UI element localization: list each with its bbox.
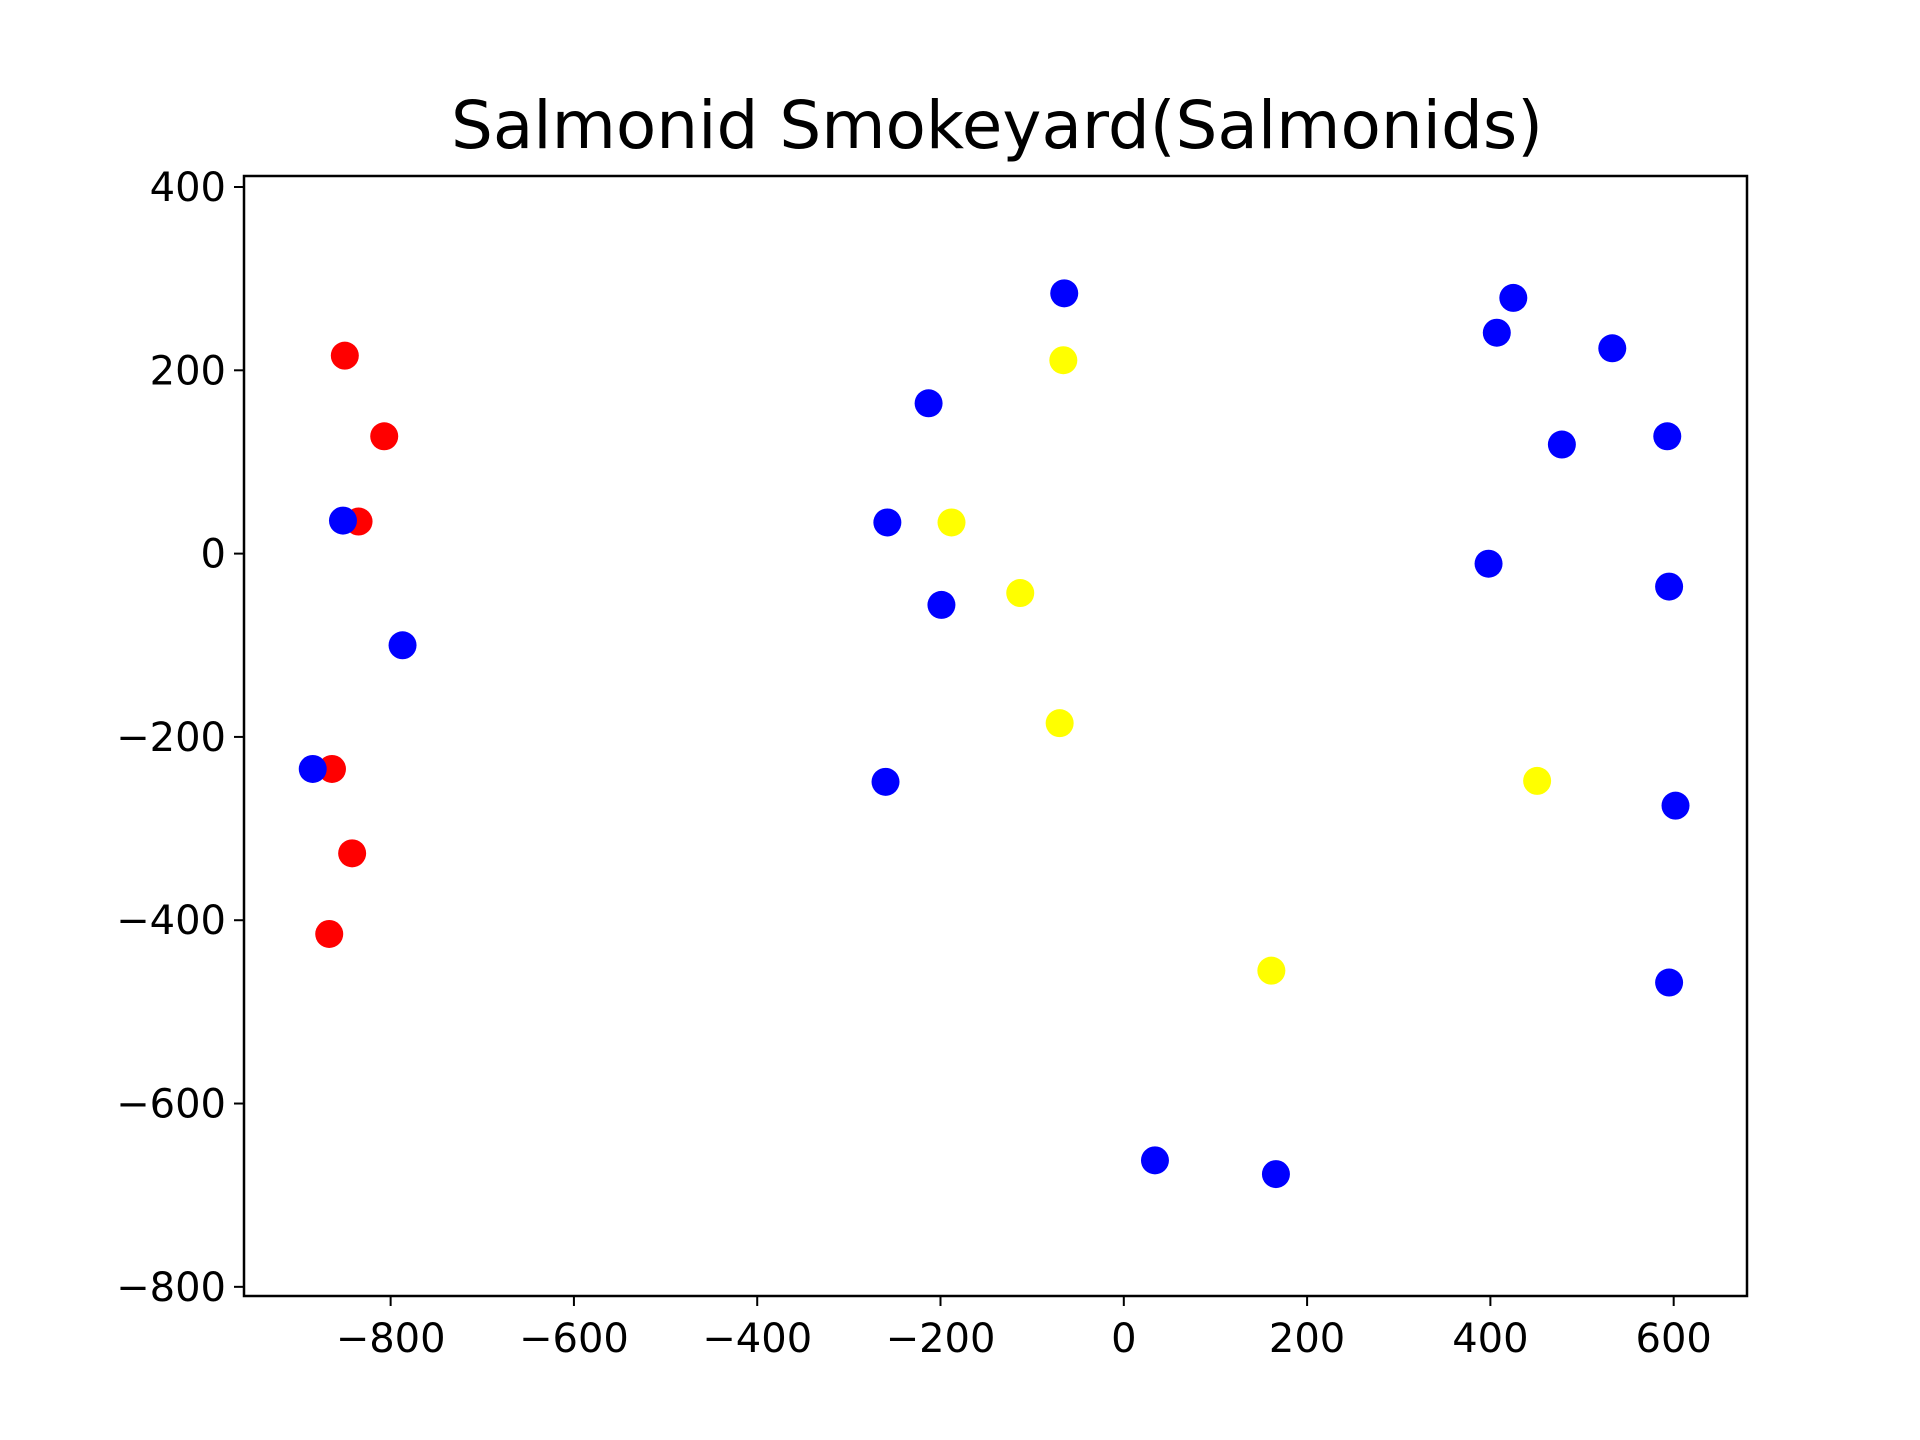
scatter-point — [1140, 1146, 1169, 1175]
y-tick-label: 400 — [150, 165, 226, 211]
x-tick-label: −200 — [886, 1316, 996, 1362]
scatter-point — [1261, 1160, 1290, 1189]
scatter-point — [1653, 422, 1682, 451]
y-tick-label: −400 — [116, 898, 226, 944]
scatter-point — [873, 508, 902, 537]
scatter-point — [1598, 334, 1627, 363]
x-tick-label: −800 — [336, 1316, 446, 1362]
scatter-point — [1661, 791, 1690, 820]
y-tick-label: 200 — [150, 348, 226, 394]
scatter-point — [370, 422, 399, 451]
data-points — [298, 279, 1690, 1189]
scatter-point — [1482, 318, 1511, 347]
scatter-point — [1499, 283, 1528, 312]
scatter-point — [1050, 279, 1079, 308]
scatter-point — [1257, 956, 1286, 985]
scatter-point — [315, 919, 344, 948]
x-tick-label: −600 — [519, 1316, 629, 1362]
y-tick-label: −600 — [116, 1082, 226, 1128]
scatter-point — [871, 767, 900, 796]
scatter-point — [338, 839, 367, 868]
scatter-point — [1547, 430, 1576, 459]
y-tick-label: −800 — [116, 1265, 226, 1311]
scatter-point — [1655, 572, 1684, 601]
y-axis: 400 200 0 −200 −400 −600 −800 — [116, 165, 244, 1311]
chart-title: Salmonid Smokeyard(Salmonids) — [451, 87, 1543, 164]
scatter-point — [1655, 968, 1684, 997]
scatter-point — [1006, 579, 1035, 608]
scatter-point — [317, 754, 346, 783]
scatter-point — [937, 508, 966, 537]
scatter-point — [927, 590, 956, 619]
scatter-point — [914, 389, 943, 418]
scatter-point — [1523, 766, 1552, 795]
y-tick-label: 0 — [201, 532, 226, 578]
plot-area-frame — [242, 174, 1749, 1298]
scatter-point — [1049, 346, 1078, 375]
scatter-point — [1045, 709, 1074, 738]
x-tick-label: −400 — [702, 1316, 812, 1362]
scatter-point — [328, 506, 357, 535]
scatter-point — [1474, 549, 1503, 578]
x-tick-label: 400 — [1452, 1316, 1528, 1362]
x-tick-label: 200 — [1269, 1316, 1345, 1362]
scatter-point — [298, 754, 327, 783]
x-tick-label: 0 — [1111, 1316, 1136, 1362]
scatter-point — [388, 631, 417, 660]
scatter-point — [330, 341, 359, 370]
y-tick-label: −200 — [116, 715, 226, 761]
x-axis: −800 −600 −400 −200 0 200 400 600 — [336, 1296, 1712, 1362]
x-tick-label: 600 — [1636, 1316, 1712, 1362]
